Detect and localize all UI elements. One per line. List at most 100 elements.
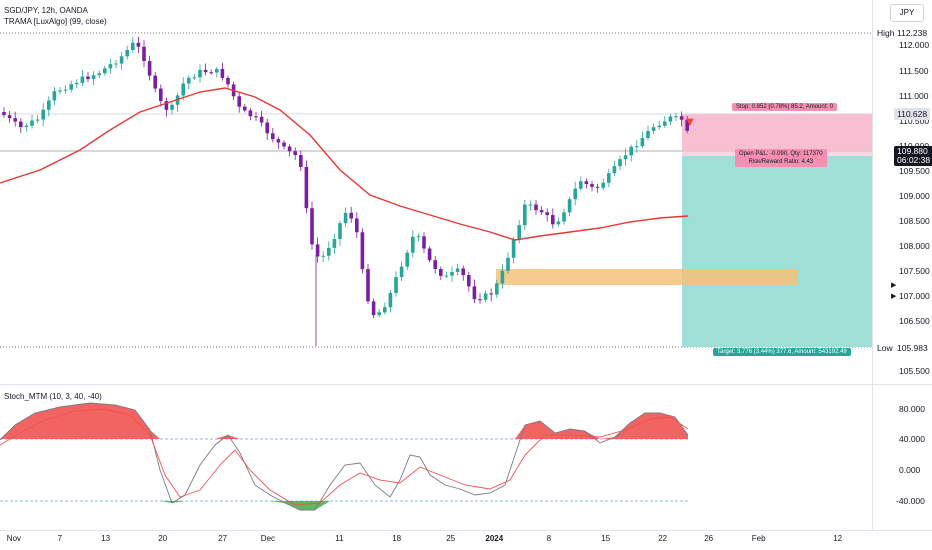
candle-body (590, 184, 594, 187)
indicator-title[interactable]: TRAMA [LuxAlgo] (99, close) (4, 17, 107, 26)
price-axis-border (872, 0, 873, 530)
candle-body (198, 69, 202, 78)
arrow-down-icon: ▼ (686, 117, 694, 128)
pane-divider[interactable] (0, 384, 932, 385)
candle-body (371, 301, 376, 316)
price-chart[interactable]: ▼ (0, 0, 872, 384)
candle-body (35, 119, 40, 121)
candle-body (416, 236, 421, 238)
oscillator-axis-label: 0.000 (899, 465, 921, 475)
candle-body (315, 244, 320, 257)
time-axis-label: 18 (392, 534, 402, 543)
trama-line (0, 87, 689, 241)
candle-body (58, 90, 62, 92)
candle-body (517, 225, 521, 240)
candle-body (192, 77, 197, 79)
candle-body (147, 61, 152, 76)
oscillator-title[interactable]: Stoch_MTM (10, 3, 40, -40) (4, 392, 102, 401)
candle-body (685, 119, 689, 131)
candle-body (472, 286, 477, 300)
candle-body (500, 270, 505, 284)
time-axis-label: 22 (658, 534, 668, 543)
candle-body (2, 112, 6, 116)
candle-body (674, 116, 678, 118)
oscillator-axis-label: -40.000 (896, 496, 925, 506)
time-axis-label: 12 (833, 534, 843, 543)
low-tag-value: 105.983 (894, 342, 931, 354)
candle-body (131, 42, 135, 51)
price-axis-label: 105.500 (899, 366, 930, 376)
low-tag-title: Low (877, 343, 893, 353)
candle-body (618, 159, 622, 167)
last-price-tag: 109.880 06:02:38 (894, 146, 932, 166)
time-axis-label: Nov (6, 534, 22, 543)
price-axis-label: 109.500 (899, 166, 930, 176)
candle-body (573, 188, 577, 200)
candle-body (646, 130, 650, 139)
candle-body (321, 255, 325, 257)
candle-body (170, 104, 174, 110)
candle-body (125, 50, 129, 57)
candle-body (651, 127, 656, 131)
candles (2, 36, 689, 346)
oscillator-chart[interactable] (0, 385, 872, 530)
time-axis-label: 7 (57, 534, 63, 543)
candle-body (91, 75, 96, 80)
candle-body (539, 210, 544, 213)
candle-body (584, 181, 589, 185)
time-axis-label: 26 (704, 534, 714, 543)
candle-body (679, 116, 684, 120)
candle-body (97, 73, 101, 76)
candle-body (103, 68, 107, 74)
candle-body (52, 91, 57, 101)
chevron-right-icon[interactable]: ▶ (891, 281, 897, 289)
candle-body (579, 181, 583, 189)
candle-body (19, 121, 23, 128)
open-label: Open P&L: -0.090, Qty: 117370 Risk/Rewar… (735, 149, 827, 167)
candle-body (293, 151, 297, 156)
candle-body (69, 84, 73, 90)
price-axis-label: 108.000 (899, 241, 930, 251)
candle-body (237, 96, 241, 107)
candle-body (534, 204, 538, 211)
candle-body (601, 182, 605, 188)
candle-body (427, 248, 432, 261)
chevron-right-icon-2[interactable]: ▶ (891, 292, 897, 300)
candle-body (332, 239, 337, 248)
candle-body (276, 139, 281, 143)
price-axis-label: 106.500 (899, 316, 930, 326)
candle-body (629, 146, 633, 156)
price-axis-label: 111.000 (899, 91, 929, 101)
price-axis-label: 107.500 (899, 266, 930, 276)
candle-body (444, 275, 449, 277)
candle-body (607, 173, 611, 183)
osc-negative-fill (0, 501, 688, 510)
candle-body (478, 299, 482, 301)
candle-body (483, 293, 488, 300)
candle-body (299, 155, 303, 167)
candle-body (422, 236, 426, 249)
candle-body (657, 125, 661, 128)
time-axis-label: 27 (218, 534, 228, 543)
time-axis-label: 8 (546, 534, 552, 543)
time-axis-label: 13 (101, 534, 111, 543)
time-axis-label: 11 (335, 534, 344, 543)
candle-body (495, 283, 499, 295)
time-axis-label: Dec (260, 534, 276, 543)
candle-body (635, 146, 639, 148)
candle-body (612, 166, 617, 174)
candle-body (383, 307, 387, 313)
candle-body (259, 116, 264, 123)
symbol-title[interactable]: SGD/JPY, 12h, OANDA (4, 6, 88, 15)
candle-body (226, 77, 230, 85)
candle-body (187, 77, 191, 84)
candle-body (119, 56, 124, 64)
candle-body (41, 109, 45, 120)
candle-body (366, 269, 370, 302)
currency-button[interactable]: JPY (890, 4, 924, 22)
candle-body (86, 76, 90, 80)
candle-body (668, 116, 673, 122)
osc-slow-line (0, 408, 689, 506)
candle-body (338, 223, 342, 240)
candle-body (164, 101, 169, 110)
